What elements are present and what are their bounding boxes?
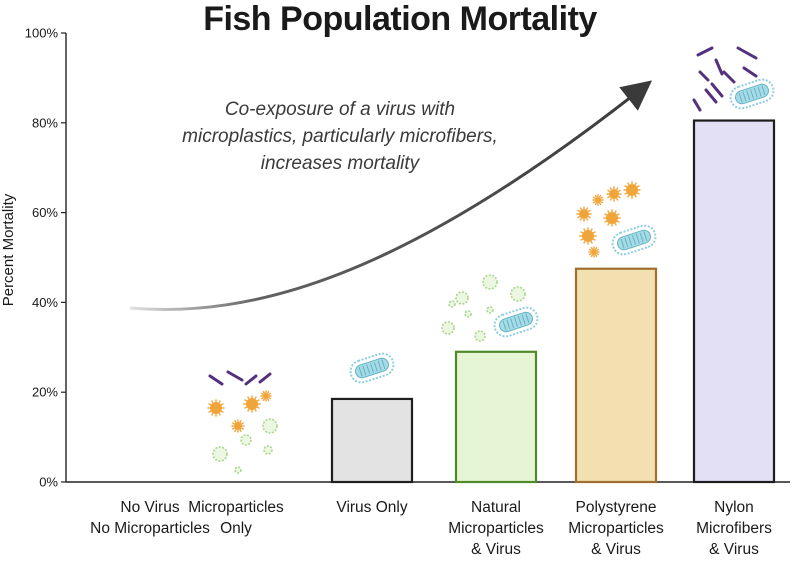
bar-5 bbox=[574, 267, 658, 484]
polystyrene-particle bbox=[588, 246, 600, 258]
x-category-line: & Virus bbox=[709, 541, 759, 558]
fiber-particle bbox=[244, 374, 258, 386]
natural-particle bbox=[262, 418, 278, 434]
fiber-particle bbox=[742, 66, 758, 78]
natural-particle bbox=[234, 466, 242, 474]
fiber-particle bbox=[714, 58, 724, 76]
bar-6 bbox=[692, 119, 776, 484]
polystyrene-particle bbox=[243, 395, 261, 413]
fiber-particle bbox=[226, 370, 244, 382]
virus-particle bbox=[493, 306, 539, 338]
y-tick-label: 40% bbox=[32, 295, 58, 310]
polystyrene-particle bbox=[603, 209, 621, 227]
y-tick-label: 100% bbox=[25, 26, 59, 41]
natural-particle bbox=[240, 434, 252, 446]
polystyrene-particle bbox=[592, 194, 604, 206]
x-category-line: Virus Only bbox=[336, 499, 408, 516]
x-category-label: Polystyrene Microparticles & Virus bbox=[546, 497, 686, 560]
y-tick-label: 80% bbox=[32, 115, 58, 130]
natural-particle bbox=[464, 310, 472, 318]
x-category-line: Only bbox=[220, 520, 252, 537]
natural-particle bbox=[448, 300, 456, 308]
fiber-particle bbox=[258, 372, 272, 384]
fiber-particle bbox=[692, 98, 702, 112]
y-tick-label: 60% bbox=[32, 205, 58, 220]
fiber-particle bbox=[722, 70, 736, 84]
natural-particle bbox=[486, 306, 494, 314]
x-category-line: Nylon bbox=[714, 499, 754, 516]
y-tick-label: 0% bbox=[39, 475, 58, 490]
fiber-particle bbox=[696, 46, 714, 57]
bar-4 bbox=[454, 350, 538, 484]
trend-arrow bbox=[129, 80, 653, 311]
x-category-line: & Virus bbox=[591, 541, 641, 558]
virus-particle bbox=[349, 352, 395, 384]
x-category-line: Polystyrene bbox=[575, 499, 657, 516]
fiber-particle bbox=[208, 374, 224, 386]
x-category-line: No Microparticles bbox=[90, 520, 210, 537]
x-category-line: Microparticles bbox=[448, 520, 544, 537]
natural-particle bbox=[510, 286, 526, 302]
bar-3 bbox=[330, 397, 414, 484]
x-category-line: Natural bbox=[471, 499, 521, 516]
polystyrene-particle bbox=[576, 206, 592, 222]
virus-particle bbox=[729, 78, 775, 110]
fiber-particle bbox=[704, 88, 718, 104]
virus-particle bbox=[611, 224, 657, 256]
polystyrene-particle bbox=[606, 186, 622, 202]
x-category-label: Virus Only bbox=[302, 497, 442, 518]
x-category-line: No Virus bbox=[120, 499, 180, 516]
x-category-line: Microparticles bbox=[568, 520, 664, 537]
natural-particle bbox=[482, 274, 498, 290]
natural-particle bbox=[455, 291, 469, 305]
polystyrene-particle bbox=[260, 390, 272, 402]
natural-particle bbox=[263, 445, 273, 455]
fiber-particle bbox=[736, 46, 758, 60]
x-category-label: Nylon Microfibers & Virus bbox=[664, 497, 800, 560]
chart-title: Fish Population Mortality bbox=[203, 0, 597, 38]
polystyrene-particle bbox=[231, 419, 245, 433]
x-category-label: Natural Microparticles & Virus bbox=[426, 497, 566, 560]
x-category-label: Microparticles Only bbox=[166, 497, 306, 539]
polystyrene-particle bbox=[579, 227, 597, 245]
natural-particle bbox=[441, 321, 455, 335]
x-category-line: Microfibers bbox=[696, 520, 772, 537]
x-category-label: No Virus No Microparticles bbox=[80, 497, 220, 539]
x-category-line: Microparticles bbox=[188, 499, 284, 516]
trend-annotation: Co-exposure of a virus with microplastic… bbox=[182, 99, 498, 174]
polystyrene-particle bbox=[207, 399, 225, 417]
y-axis-label: Percent Mortality bbox=[0, 193, 17, 307]
natural-particle bbox=[212, 446, 228, 462]
fiber-particle bbox=[698, 70, 710, 82]
fiber-particle bbox=[710, 82, 724, 98]
x-category-line: & Virus bbox=[471, 541, 521, 558]
y-tick-label: 20% bbox=[32, 385, 58, 400]
natural-particle bbox=[474, 330, 486, 342]
polystyrene-particle bbox=[623, 181, 641, 199]
